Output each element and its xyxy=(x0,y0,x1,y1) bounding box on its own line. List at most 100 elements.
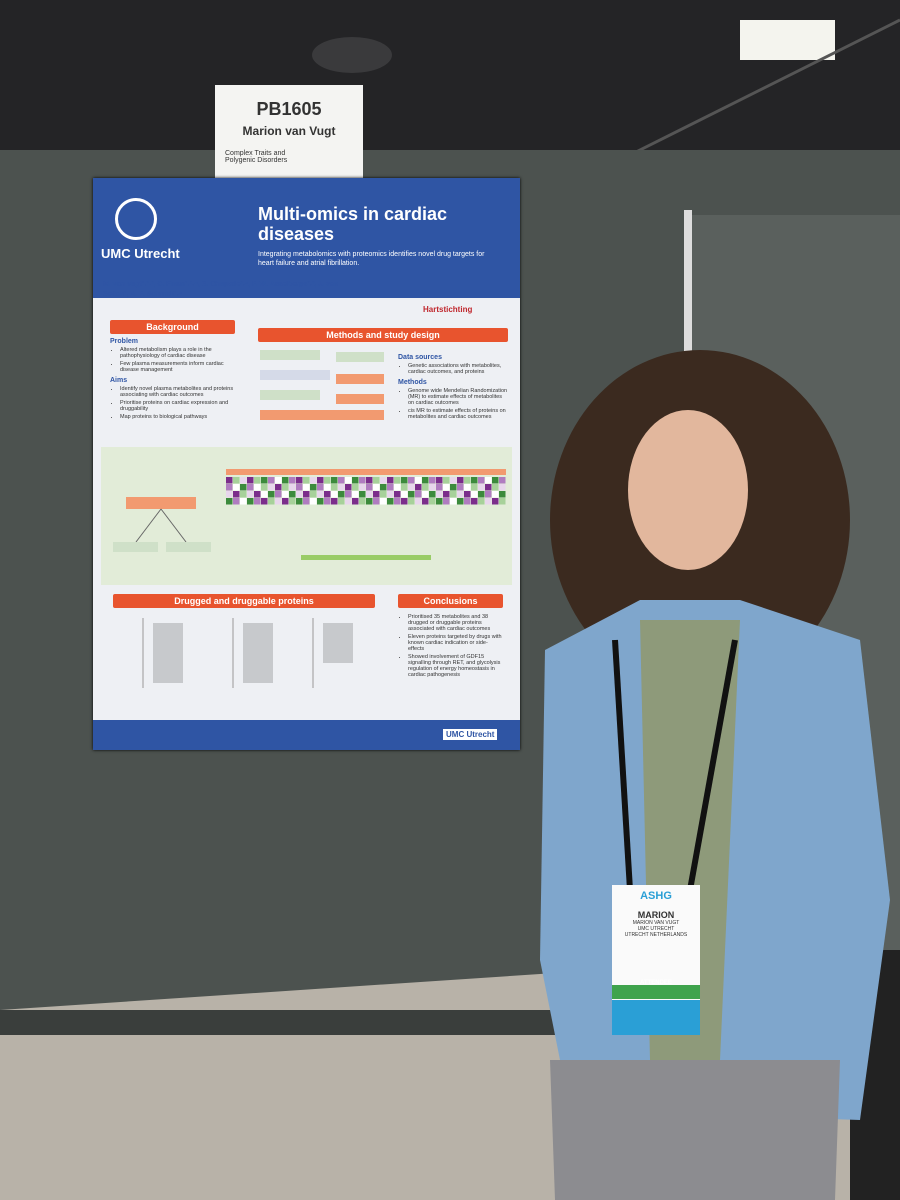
heatmap-cell xyxy=(282,491,289,498)
bullet-list: Genetic associations with metabolites, c… xyxy=(398,363,508,375)
poster-header: UMC Utrecht Multi-omics in cardiac disea… xyxy=(93,178,520,298)
bullet: Prioritise proteins on cardiac expressio… xyxy=(120,400,235,412)
heatmap-cell xyxy=(359,498,366,505)
sign-code: PB1605 xyxy=(256,99,322,119)
heatmap-cell xyxy=(352,491,359,498)
heatmap-cell xyxy=(261,491,268,498)
heatmap-cell xyxy=(282,477,289,484)
heatmap-cell xyxy=(394,498,401,505)
heatmap-cell xyxy=(429,484,436,491)
badge-event: ASHG xyxy=(640,890,672,902)
figure-panel xyxy=(101,447,512,585)
bullet: cis MR to estimate effects of proteins o… xyxy=(408,408,508,420)
heatmap-cell xyxy=(296,491,303,498)
heatmap-cell xyxy=(261,477,268,484)
heatmap-cell xyxy=(478,498,485,505)
section-heading: Conclusions xyxy=(398,594,503,608)
heatmap-cell xyxy=(499,491,506,498)
heatmap-cell xyxy=(471,484,478,491)
heatmap-cell xyxy=(443,491,450,498)
heatmap-cell xyxy=(387,484,394,491)
heatmap-cell xyxy=(401,491,408,498)
heatmap-cell xyxy=(422,498,429,505)
heatmap-cell xyxy=(492,498,499,505)
heatmap-cell xyxy=(373,484,380,491)
bullet-list: Altered metabolism plays a role in the p… xyxy=(110,347,235,373)
heatmap-cell xyxy=(401,477,408,484)
subheading: Aims xyxy=(110,377,128,384)
badge: ASHG MARION MARION VAN VUGT UMC UTRECHT … xyxy=(612,890,700,986)
heatmap-cell xyxy=(471,491,478,498)
heatmap-cell xyxy=(366,477,373,484)
heatmap-cell xyxy=(408,498,415,505)
heatmap-cell xyxy=(408,484,415,491)
heatmap-cell xyxy=(247,477,254,484)
heatmap-cell xyxy=(380,477,387,484)
heatmap-cell xyxy=(464,491,471,498)
heatmap-cell xyxy=(492,484,499,491)
heatmap-cell xyxy=(254,477,261,484)
heatmap-cell xyxy=(345,477,352,484)
heatmap-cell xyxy=(499,498,506,505)
sign-topic: Complex Traits and Polygenic Disorders xyxy=(225,150,288,164)
subheading: Methods xyxy=(398,379,427,386)
heatmap-cell xyxy=(275,491,282,498)
footer-logo: UMC Utrecht xyxy=(443,729,498,740)
heatmap-cell xyxy=(289,477,296,484)
section-heading: Drugged and druggable proteins xyxy=(113,594,375,608)
methods-section: Methods and study design xyxy=(258,328,508,342)
heatmap-cell xyxy=(401,498,408,505)
heatmap-cell xyxy=(233,498,240,505)
bullet: Few plasma measurements inform cardiac d… xyxy=(120,361,235,373)
heatmap-cell xyxy=(457,477,464,484)
heatmap-cell xyxy=(457,498,464,505)
sign-name: Marion van Vugt xyxy=(242,124,336,138)
heatmap-cell xyxy=(268,484,275,491)
badge-location: UTRECHT NETHERLANDS xyxy=(624,932,688,938)
heatmap-cell xyxy=(254,491,261,498)
heatmap-cell xyxy=(331,498,338,505)
heatmap-cell xyxy=(254,484,261,491)
heatmap-cell xyxy=(450,498,457,505)
bullet: Altered metabolism plays a role in the p… xyxy=(120,347,235,359)
heatmap-cell xyxy=(261,484,268,491)
badge-org: UMC UTRECHT xyxy=(637,926,675,932)
heatmap-cell xyxy=(317,477,324,484)
heatmap-cell xyxy=(310,484,317,491)
heatmap-cell xyxy=(359,491,366,498)
heatmap-cell xyxy=(359,484,366,491)
heatmap-cell xyxy=(331,477,338,484)
heatmap-cell xyxy=(422,477,429,484)
heatmap-cell xyxy=(324,484,331,491)
heatmap-cell xyxy=(366,484,373,491)
badge-first-name: MARION xyxy=(637,910,675,920)
heatmap-cell xyxy=(324,498,331,505)
heatmap-cell xyxy=(226,477,233,484)
heatmap-cell xyxy=(429,498,436,505)
heatmap-cell xyxy=(436,477,443,484)
bullet: Map proteins to biological pathways xyxy=(120,414,235,420)
heatmap-cell xyxy=(254,498,261,505)
heatmap-cell xyxy=(464,477,471,484)
heatmap-cell xyxy=(233,491,240,498)
heatmap-cell xyxy=(289,498,296,505)
heatmap-cell xyxy=(471,477,478,484)
heatmap-cell xyxy=(240,491,247,498)
heatmap-cell xyxy=(303,498,310,505)
heatmap-cell xyxy=(373,477,380,484)
heatmap-cell xyxy=(408,491,415,498)
heatmap-cell xyxy=(289,491,296,498)
heatmap-cell xyxy=(275,477,282,484)
heatmap-cell xyxy=(450,477,457,484)
subheading: Data sources xyxy=(398,354,442,361)
sign: PB1605 Marion van Vugt Complex Traits an… xyxy=(215,85,363,195)
bullet: Genome wide Mendelian Randomization (MR)… xyxy=(408,388,508,406)
heatmap-cell xyxy=(352,484,359,491)
heatmap-cell xyxy=(233,477,240,484)
poster-footer: UMC Utrecht xyxy=(93,720,520,750)
heatmap-cell xyxy=(485,498,492,505)
forest-plots xyxy=(142,618,353,688)
heatmap-cell xyxy=(240,477,247,484)
heatmap-cell xyxy=(366,498,373,505)
heatmap-cell xyxy=(226,484,233,491)
